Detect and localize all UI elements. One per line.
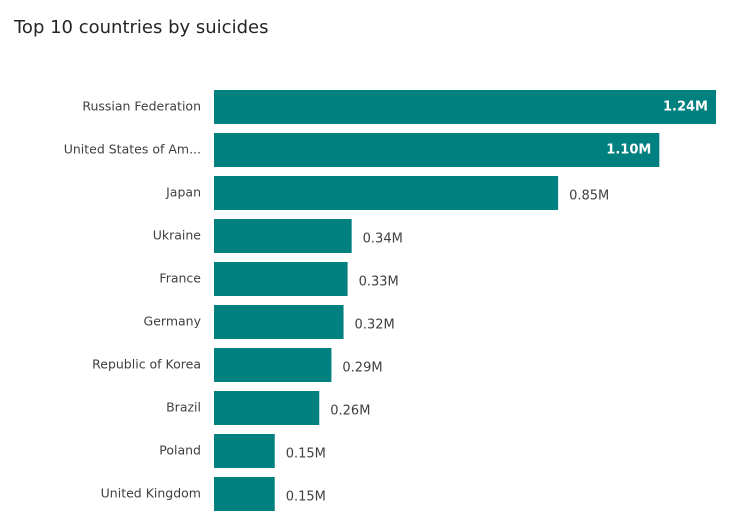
bar[interactable] [214,219,352,253]
category-labels-group: Russian Federation United States of Am...… [64,99,202,501]
bar[interactable] [214,133,660,167]
data-label: 1.24M [663,100,708,115]
data-label: 0.32M [355,318,395,333]
category-label: United Kingdom [101,486,201,501]
category-label: Japan [165,185,201,200]
category-label: Germany [144,314,202,329]
bars-group [214,90,716,511]
category-label: Brazil [166,400,201,415]
bar[interactable] [214,348,332,382]
bar[interactable] [214,434,275,468]
chart-title: Top 10 countries by suicides [14,17,269,38]
bar[interactable] [214,90,716,124]
data-label: 0.33M [359,275,399,290]
data-label: 0.15M [286,447,326,462]
bar[interactable] [214,176,559,210]
data-label: 0.85M [569,189,609,204]
category-label: United States of Am... [64,142,201,157]
category-label: Russian Federation [82,99,201,114]
category-label: Poland [159,443,201,458]
category-label: Ukraine [153,228,202,243]
data-label: 0.34M [363,232,403,247]
bar[interactable] [214,391,320,425]
bar[interactable] [214,477,275,511]
category-label: France [159,271,201,286]
bar[interactable] [214,262,348,296]
data-label: 0.29M [342,361,382,376]
bar[interactable] [214,305,344,339]
data-label: 0.26M [330,404,370,419]
data-label: 0.15M [286,490,326,505]
data-label: 1.10M [606,143,651,158]
value-labels-group: 1.24M 1.10M 0.85M 0.34M 0.33M 0.32M 0.29M 0.26M… [286,100,708,505]
category-label: Republic of Korea [92,357,201,372]
